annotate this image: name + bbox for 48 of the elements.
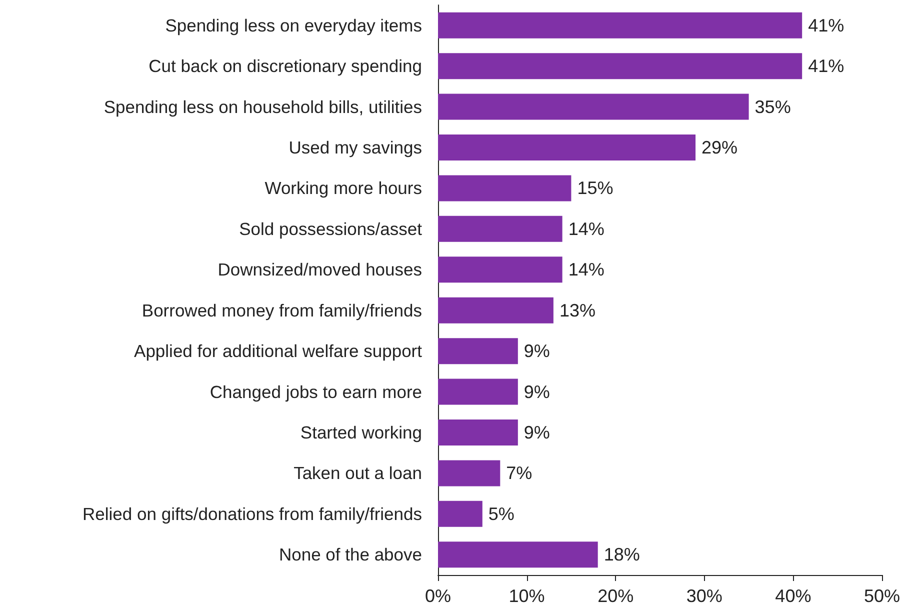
bar (438, 338, 518, 364)
y-tick-label: Spending less on everyday items (165, 15, 422, 36)
y-tick-label: None of the above (278, 544, 422, 565)
bar (438, 420, 518, 446)
x-tick-label: 50% (864, 586, 900, 606)
bar (438, 378, 518, 405)
bar (438, 94, 749, 120)
data-label: 41% (808, 56, 844, 76)
x-tick-label: 0% (424, 586, 452, 606)
data-label: 9% (524, 341, 550, 362)
y-tick-label: Used my savings (288, 138, 422, 158)
bar (438, 216, 562, 242)
y-tick-label: Borrowed money from family/friends (142, 300, 422, 320)
data-label: 29% (702, 138, 738, 158)
data-label: 9% (524, 382, 550, 402)
y-tick-label: Sold possessions/asset (239, 218, 422, 239)
x-tick-label: 10% (508, 586, 545, 606)
data-label: 9% (524, 422, 550, 442)
y-tick-label: Spending less on household bills, utilities (104, 96, 422, 117)
data-label: 18% (604, 544, 640, 565)
y-tick-label: Taken out a loan (294, 463, 422, 484)
data-label: 7% (506, 463, 532, 484)
y-tick-label: Working more hours (264, 178, 422, 198)
data-label: 41% (808, 15, 844, 36)
x-tick-label: 40% (775, 586, 812, 606)
data-label: 35% (754, 96, 791, 117)
y-tick-label: Relied on gifts/donations from family/friends (82, 504, 422, 524)
x-tick-label: 20% (598, 586, 634, 606)
bar (438, 134, 696, 160)
y-tick-label: Changed jobs to earn more (210, 382, 422, 402)
y-tick-label: Downsized/moved houses (218, 260, 422, 280)
data-label: 14% (568, 260, 604, 280)
y-tick-label: Started working (300, 422, 422, 442)
bar (438, 12, 802, 38)
bar (438, 542, 598, 568)
bar (438, 297, 554, 324)
y-tick-label: Cut back on discretionary spending (148, 56, 422, 76)
bar (438, 175, 572, 202)
x-tick-label: 30% (686, 586, 722, 606)
data-label: 14% (568, 218, 604, 239)
bar (438, 256, 562, 283)
bar (438, 500, 482, 527)
data-label: 5% (488, 504, 514, 524)
data-label: 13% (559, 300, 596, 320)
y-tick-label: Applied for additional welfare support (134, 341, 422, 362)
bar (438, 53, 802, 80)
bar (438, 460, 500, 486)
data-label: 15% (577, 178, 614, 198)
